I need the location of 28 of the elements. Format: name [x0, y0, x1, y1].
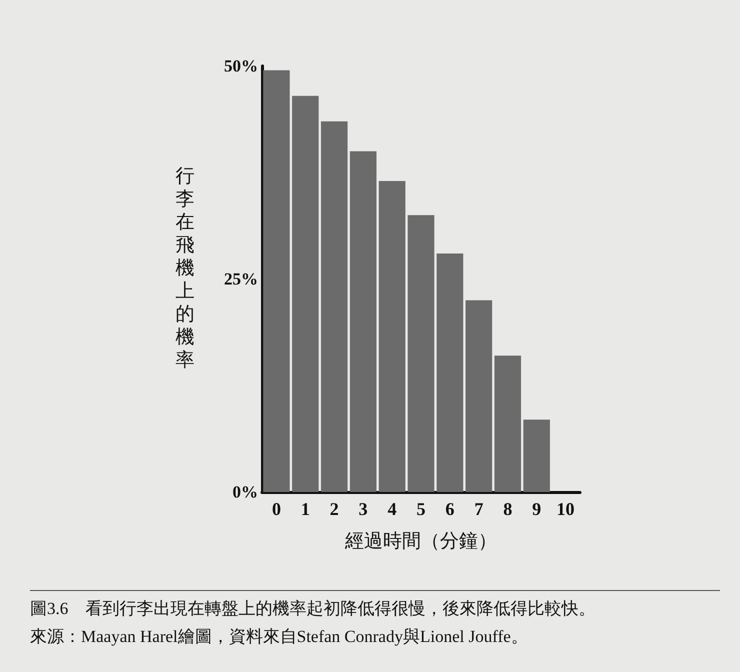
- x-tick-label: 1: [300, 499, 310, 519]
- x-tick-label: 3: [358, 499, 368, 519]
- text: 來源：Maayan Harel繪圖，資料來自Stefan Conrady與Lionel Jouffe。: [30, 626, 529, 648]
- bar: [292, 96, 319, 492]
- caption: 圖3.6 看到行李出現在轉盤上的機率起初降低得很慢，後來降低得比較快。: [30, 598, 596, 620]
- bar: [523, 420, 550, 492]
- bar: [408, 215, 434, 492]
- x-tick-label: 5: [416, 499, 426, 519]
- y-tick-label: 0%: [232, 482, 258, 502]
- bar: [466, 300, 492, 492]
- x-tick-label: 10: [556, 499, 575, 519]
- bar: [320, 121, 348, 492]
- x-tick-label: 2: [330, 499, 339, 519]
- y-tick-label: 25%: [224, 270, 258, 288]
- x-axis-title: 經過時間（分鐘）: [344, 531, 497, 552]
- bar: [378, 181, 406, 492]
- x-tick-label: 7: [474, 499, 484, 519]
- x-tick-label: 8: [503, 499, 512, 519]
- bar: [350, 151, 376, 492]
- bar: [436, 253, 464, 492]
- x-tick-label: 6: [445, 499, 454, 519]
- x-tick-label: 9: [532, 499, 542, 519]
- text: 行李在飛機上的機率: [176, 166, 194, 371]
- x-tick-label: 0: [272, 499, 281, 519]
- x-tick-label: 4: [388, 499, 397, 519]
- y-tick-label: 50%: [224, 56, 258, 76]
- bar: [263, 70, 290, 492]
- bar: [494, 356, 522, 492]
